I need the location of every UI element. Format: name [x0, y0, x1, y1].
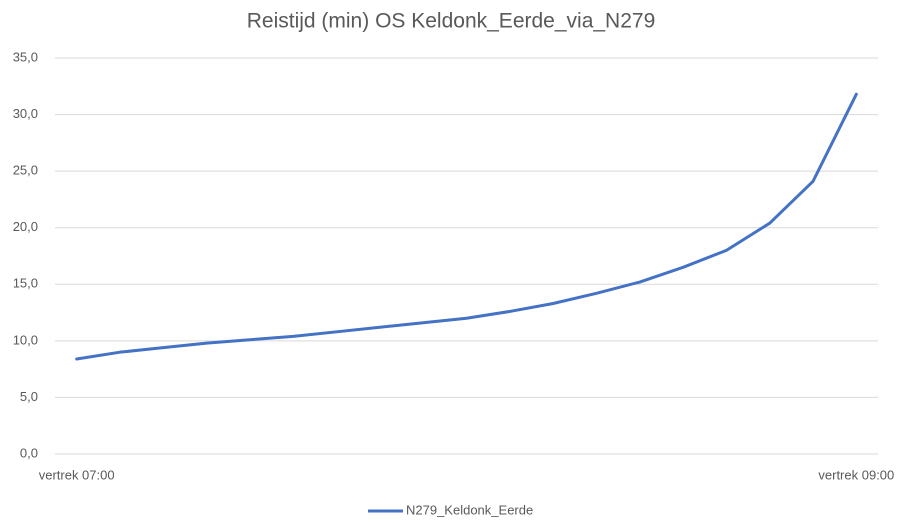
x-tick-label: vertrek 07:00 [39, 467, 115, 482]
x-tick-label: vertrek 09:00 [818, 467, 894, 482]
y-tick-label: 25,0 [13, 163, 38, 178]
y-tick-label: 35,0 [13, 49, 38, 64]
y-tick-label: 30,0 [13, 106, 38, 121]
chart-title: Reistijd (min) OS Keldonk_Eerde_via_N279 [247, 10, 656, 33]
legend-label: N279_Keldonk_Eerde [406, 502, 533, 517]
y-tick-label: 5,0 [20, 389, 38, 404]
y-tick-label: 15,0 [13, 276, 38, 291]
y-tick-label: 20,0 [13, 219, 38, 234]
series-line [75, 92, 858, 361]
y-tick-label: 10,0 [13, 332, 38, 347]
y-tick-label: 0,0 [20, 445, 38, 460]
